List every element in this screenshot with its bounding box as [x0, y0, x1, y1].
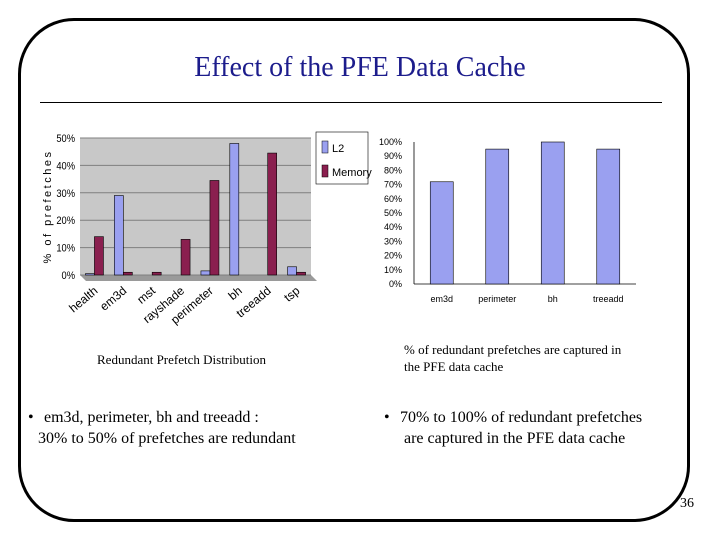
legend-label: Memory — [332, 167, 372, 179]
right-chart-caption: % of redundant prefetches are captured i… — [404, 341, 621, 375]
redundant-prefetch-chart-svg: 0% 10% 20% 30% 40% 50%% of prefetches healthem… — [42, 131, 372, 327]
y-tick-label: 10% — [384, 265, 402, 275]
y-tick-label: 80% — [384, 165, 402, 175]
bar-l2 — [287, 266, 297, 276]
right-bullet-line-1: 70% to 100% of redundant prefetches — [400, 409, 643, 426]
bar-memory — [94, 236, 104, 276]
y-tick-label: 60% — [384, 194, 402, 204]
y-tick-label: 0% — [389, 279, 402, 289]
x-tick-label: em3d — [97, 284, 129, 314]
bar — [540, 141, 565, 285]
legend-label: L2 — [332, 143, 344, 155]
bar-l2 — [229, 143, 240, 276]
redundant-prefetch-chart: 0% 10% 20% 30% 40% 50%% of prefetches health em… — [36, 128, 376, 343]
slide-title: Effect of the PFE Data Cache — [194, 52, 526, 83]
left-chart-caption: Redundant Prefetch Distribution — [97, 352, 266, 367]
plot-floor — [80, 275, 317, 281]
y-tick-label: 40% — [56, 161, 75, 173]
right-bullet-line-2: are captured in the PFE data cache — [404, 430, 626, 447]
bar — [485, 148, 510, 285]
left-bullet: • em3d, perimeter, bh and treeadd : 30% … — [28, 407, 296, 449]
pfe-capture-chart: 0% 10% 20% 30% 40% 50% 60% 70% 80% 90% 100% em3d per… — [370, 132, 640, 312]
y-tick-label: 20% — [56, 216, 75, 228]
bullet-marker: • — [28, 409, 34, 426]
y-tick-label: 30% — [56, 188, 75, 200]
bar-l2 — [114, 195, 124, 276]
y-tick-label: 50% — [384, 208, 402, 218]
x-tick-label: tsp — [281, 283, 303, 304]
title-divider — [40, 102, 662, 103]
slide-frame — [18, 18, 690, 522]
right-caption-line-2: the PFE data cache — [404, 359, 504, 374]
y-tick-label: 70% — [384, 180, 402, 190]
right-caption-line-1: % of redundant prefetches are captured i… — [404, 342, 622, 357]
left-bullet-line-1: em3d, perimeter, bh and treeadd : — [44, 409, 259, 426]
y-axis-label: % of prefetches — [42, 150, 54, 264]
y-tick-label: 30% — [384, 236, 402, 246]
y-tick-label: 40% — [384, 222, 402, 232]
x-tick-label: em3d — [430, 294, 453, 304]
y-tick-label: 10% — [56, 243, 75, 255]
x-tick-label: treeadd — [593, 294, 624, 304]
x-tick-label: perimeter — [478, 294, 516, 304]
bar-l2 — [200, 270, 211, 276]
y-tick-label: 100% — [379, 137, 402, 147]
y-tick-label: 0% — [62, 270, 75, 282]
bar-memory — [123, 271, 133, 276]
bar-memory — [296, 271, 306, 276]
y-tick-label: 90% — [384, 151, 402, 161]
left-bullet-line-2: 30% to 50% of prefetches are redundant — [38, 430, 296, 447]
bar — [596, 148, 621, 285]
x-tick-label: health — [66, 284, 100, 316]
y-tick-label: 50% — [56, 133, 75, 145]
bar-memory — [209, 180, 220, 276]
legend-swatch — [321, 140, 329, 154]
bar-memory — [151, 271, 162, 276]
bar — [429, 181, 454, 285]
right-bullet: • 70% to 100% of redundant prefetches ar… — [384, 407, 642, 449]
y-tick-label: 20% — [384, 251, 402, 261]
bar-memory — [267, 152, 277, 276]
x-tick-label: bh — [548, 294, 558, 304]
bar-l2 — [85, 273, 95, 276]
page-number: 36 — [680, 496, 694, 511]
legend-swatch — [321, 164, 329, 178]
x-tick-label: bh — [226, 284, 245, 303]
pfe-capture-chart-svg: 0% 10% 20% 30% 40% 50% 60% 70% 80% 90% 100% em3d per… — [379, 137, 636, 304]
bar-memory — [180, 239, 191, 276]
bullet-marker: • — [384, 409, 390, 426]
